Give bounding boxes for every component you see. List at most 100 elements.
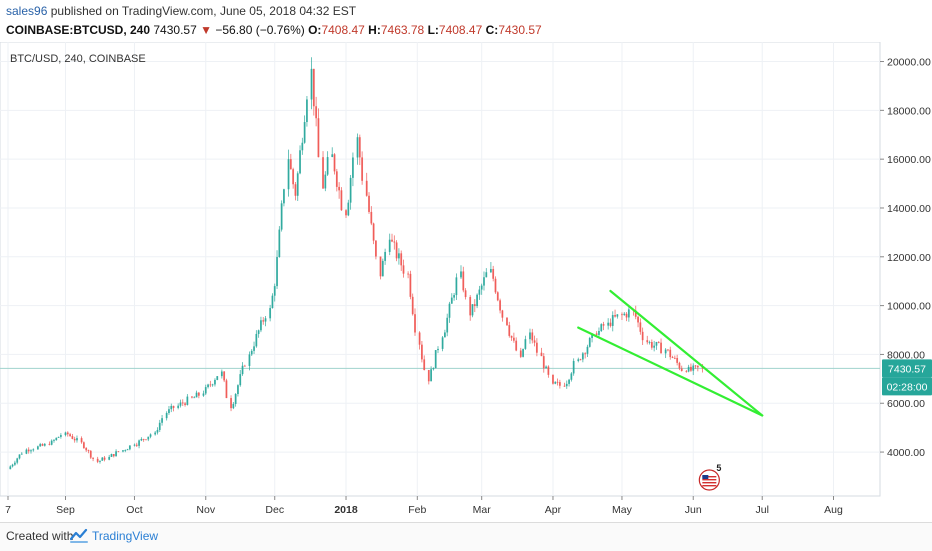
candle-body bbox=[600, 324, 603, 331]
candle-body bbox=[655, 342, 658, 346]
candle-body bbox=[407, 273, 410, 275]
candle-body bbox=[673, 357, 676, 359]
candle-body bbox=[531, 332, 534, 341]
candle-body bbox=[301, 142, 304, 151]
candle-body bbox=[646, 340, 649, 343]
low-label: L: bbox=[427, 23, 439, 37]
candle-body bbox=[641, 331, 644, 341]
candle-body bbox=[181, 402, 184, 404]
candle-body bbox=[540, 352, 543, 357]
candle-body bbox=[165, 413, 168, 419]
candle-body bbox=[326, 157, 329, 175]
x-tick-label: Sep bbox=[56, 504, 75, 516]
candle-body bbox=[292, 169, 295, 185]
candle-body bbox=[469, 297, 472, 316]
candle-body bbox=[276, 257, 278, 287]
candle-body bbox=[278, 229, 281, 258]
candle-body bbox=[25, 449, 28, 454]
candle-body bbox=[260, 320, 262, 331]
candle-body bbox=[133, 444, 136, 446]
candle-body bbox=[671, 357, 674, 358]
candle-body bbox=[694, 365, 697, 367]
x-tick-label: Feb bbox=[408, 504, 426, 516]
candle-body bbox=[223, 371, 226, 381]
candle-body bbox=[232, 403, 235, 409]
candle-body bbox=[59, 435, 62, 437]
us-flag-event-icon[interactable] bbox=[698, 469, 720, 491]
candle-body bbox=[331, 154, 334, 158]
candle-body bbox=[453, 295, 455, 298]
candle-body bbox=[64, 432, 67, 436]
candle-body bbox=[547, 366, 550, 375]
last-price: 7430.57 bbox=[153, 23, 197, 37]
candle-body bbox=[269, 308, 272, 319]
candle-body bbox=[398, 253, 400, 259]
candle-body bbox=[349, 177, 352, 203]
candle-body bbox=[473, 304, 476, 307]
candle-body bbox=[294, 184, 297, 196]
candle-body bbox=[76, 438, 78, 441]
y-tick-label: 4000.00 bbox=[887, 447, 925, 459]
last-price-tag-label: 7430.57 bbox=[888, 363, 926, 375]
candle-body bbox=[142, 438, 145, 440]
candle-body bbox=[623, 313, 626, 315]
candle-body bbox=[347, 202, 350, 216]
candle-body bbox=[96, 458, 99, 462]
candle-body bbox=[421, 344, 423, 360]
candle-body bbox=[202, 393, 205, 396]
candle-body bbox=[345, 210, 347, 216]
candle-body bbox=[30, 450, 32, 452]
candle-body bbox=[437, 348, 439, 351]
candle-body bbox=[126, 449, 129, 451]
candle-body bbox=[690, 366, 692, 371]
x-tick-label: Jun bbox=[685, 504, 702, 516]
candle-body bbox=[535, 342, 538, 353]
candle-body bbox=[432, 368, 435, 370]
candle-body bbox=[616, 314, 619, 317]
candle-body bbox=[87, 450, 90, 452]
trendline-2 bbox=[577, 326, 764, 417]
candle-body bbox=[99, 460, 101, 462]
price-chart[interactable]: 4000.00 6000.00 8000.00 10000.00 12000.00 140… bbox=[0, 41, 932, 522]
candle-body bbox=[149, 434, 152, 437]
candle-body bbox=[512, 337, 515, 341]
candle-body bbox=[393, 241, 396, 243]
candle-body bbox=[85, 448, 88, 451]
tradingview-logo-icon[interactable] bbox=[70, 528, 88, 544]
candle-body bbox=[595, 333, 598, 335]
author-link[interactable]: sales96 bbox=[6, 4, 48, 18]
candle-body bbox=[648, 342, 651, 343]
candle-body bbox=[368, 195, 370, 212]
candle-body bbox=[161, 418, 163, 423]
candle-body bbox=[621, 314, 623, 316]
candle-body bbox=[57, 436, 60, 438]
candle-body bbox=[322, 157, 324, 189]
candle-body bbox=[460, 271, 462, 278]
candle-body bbox=[48, 443, 51, 445]
candle-body bbox=[147, 436, 150, 440]
candle-body bbox=[676, 358, 679, 363]
candle-body bbox=[27, 449, 30, 452]
candle-body bbox=[16, 458, 19, 463]
candle-body bbox=[168, 409, 170, 414]
candle-body bbox=[542, 356, 545, 369]
candle-body bbox=[112, 454, 115, 457]
candle-body bbox=[241, 365, 244, 375]
tradingview-brand-link[interactable]: TradingView bbox=[92, 529, 159, 543]
candle-body bbox=[13, 462, 16, 465]
chart-title: BTC/USD, 240, COINBASE bbox=[10, 53, 146, 65]
candle-body bbox=[485, 272, 488, 278]
flag-canton bbox=[702, 475, 709, 479]
candle-body bbox=[529, 332, 531, 340]
candle-body bbox=[501, 310, 504, 318]
candle-body bbox=[20, 453, 23, 455]
candle-body bbox=[306, 99, 308, 123]
chart-area[interactable]: 4000.00 6000.00 8000.00 10000.00 12000.00 140… bbox=[0, 41, 932, 522]
candle-body bbox=[177, 405, 180, 408]
candle-body bbox=[588, 337, 591, 347]
candle-body bbox=[32, 449, 35, 451]
candle-body bbox=[361, 157, 364, 181]
candle-body bbox=[581, 353, 584, 360]
x-tick-label: Nov bbox=[196, 504, 215, 516]
candle-body bbox=[627, 309, 630, 318]
